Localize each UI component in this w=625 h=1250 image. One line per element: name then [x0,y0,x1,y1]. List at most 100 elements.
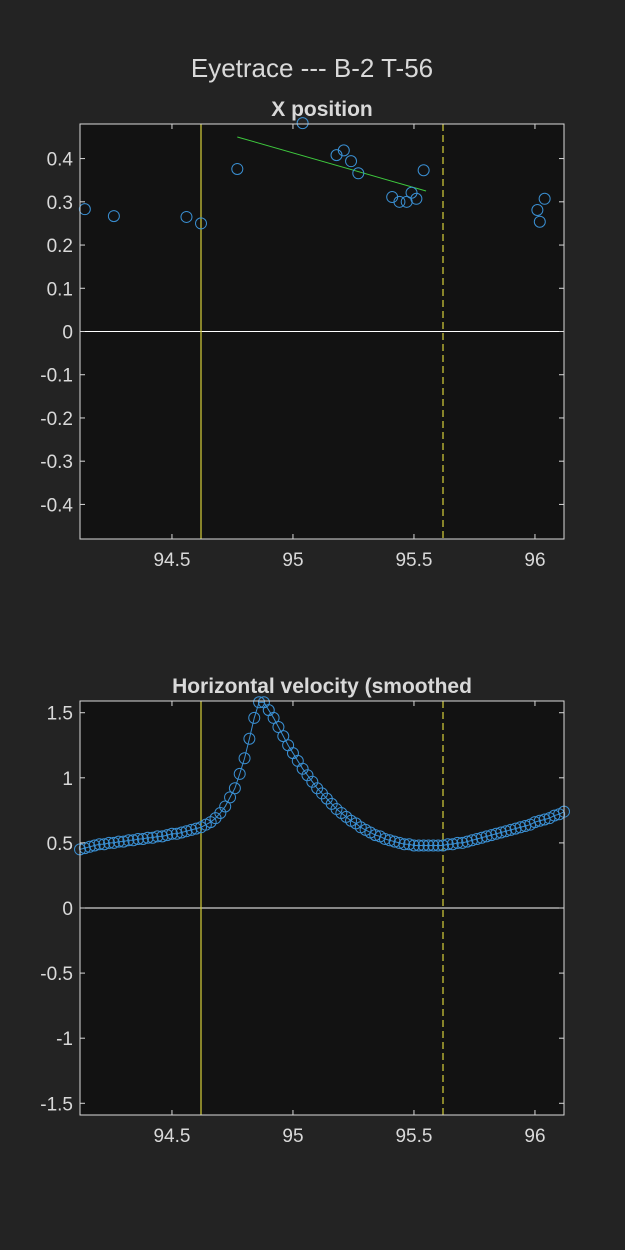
data-point [165,827,178,840]
data-point [393,836,406,849]
data-point [151,830,164,843]
y-tick-label: -0.5 [40,964,73,985]
figure-title: Eyetrace --- B-2 T-56 [191,53,433,83]
data-point [107,210,120,223]
data-point [461,835,474,848]
axes-frame [79,123,565,540]
data-point [267,711,280,724]
data-point [224,791,237,804]
data-point [410,192,423,205]
fit-line [237,136,427,192]
data-point [122,834,135,847]
data-point [422,839,435,852]
data-point [528,816,541,829]
data-point [127,834,140,847]
data-point [393,195,406,208]
y-tick-label: 0 [62,323,73,344]
data-point [93,838,106,851]
x-tick-label: 95 [282,550,303,571]
data-point [441,838,454,851]
data-point [495,826,508,839]
data-point [398,838,411,851]
data-point [112,835,125,848]
data-point [417,839,430,852]
data-point [117,835,130,848]
data-point [233,767,246,780]
x-tick-label: 95.5 [395,550,432,571]
data-point [490,827,503,840]
y-tick-label: 0.4 [47,150,74,171]
data-point [403,838,416,851]
data-point [146,831,159,844]
series-line [79,701,565,850]
data-point [156,830,169,843]
y-tick-label: -1.5 [40,1094,73,1115]
data-point [180,825,193,838]
data-point [475,831,488,844]
data-point [345,155,358,168]
data-point [337,144,350,157]
y-tick-label: -0.1 [40,366,73,387]
data-point [437,839,449,852]
data-point [296,762,309,775]
data-point [238,752,251,765]
y-tick-label: -0.3 [40,452,73,473]
data-point [456,836,469,849]
y-tick-label: -1 [56,1029,73,1050]
y-tick-label: 1.5 [47,704,73,725]
data-point [352,167,365,180]
x-tick-label: 96 [524,1126,545,1147]
data-point [180,210,193,223]
horizontal-velocity-axes: Horizontal velocity (smoothed 94.5 95 95.5 9… [40,675,570,1147]
y-tick-label: -0.2 [40,409,73,430]
data-point [412,839,425,852]
data-point [228,782,241,795]
data-point [272,721,285,734]
data-point [195,217,207,230]
data-point [103,836,116,849]
y-tick-label: -0.4 [40,495,73,516]
data-point [170,827,183,840]
data-point [466,834,479,847]
data-point [388,835,401,848]
data-point [499,825,512,838]
x-tick-label: 96 [524,550,545,571]
x-tick-label: 94.5 [153,550,190,571]
y-tick-label: 0.5 [47,834,73,855]
data-point [417,164,430,177]
data-point [175,826,188,839]
y-tick-label: 0.2 [47,236,73,257]
data-point [88,839,101,852]
data-point [480,830,493,843]
data-point [219,800,232,813]
y-tick-label: 0.3 [47,193,73,214]
data-point [107,836,120,849]
x-tick-label: 94.5 [153,1126,190,1147]
y-tick-label: 1 [62,769,73,790]
data-point [470,833,483,845]
data-point [504,823,517,836]
axes-title: Horizontal velocity (smoothed [172,675,472,698]
data-point [214,806,227,819]
data-point [383,834,396,847]
data-point [432,839,445,852]
data-point [531,204,544,217]
data-point [136,833,149,845]
data-point [451,836,464,849]
data-point [514,821,527,834]
y-tick-label: 0 [62,899,73,920]
data-point [253,696,266,709]
data-point [427,839,440,852]
data-point [533,215,546,228]
data-point [407,839,420,852]
data-point [296,117,309,130]
data-point [132,833,145,845]
data-point [78,203,91,216]
data-point [405,186,418,199]
data-point [277,730,290,743]
data-point [533,814,546,827]
data-point [446,838,459,851]
data-point [306,775,319,788]
axes-frame [79,700,565,1116]
